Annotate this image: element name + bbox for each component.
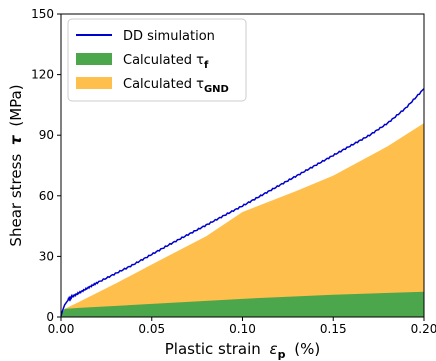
area-series-1	[61, 291, 424, 317]
y-axis-label-unit: (MPa)	[7, 84, 25, 126]
legend-item-tau-gnd: Calculated τGND	[76, 77, 229, 95]
legend-label-tau-gnd-subscript: GND	[204, 84, 229, 95]
y-axis-label: Shear stress τ (MPa)	[7, 84, 25, 246]
legend-item-tau-f: Calculated τf	[76, 53, 209, 71]
x-tick-label: 0.15	[320, 322, 347, 336]
area-series-2	[61, 123, 424, 317]
x-tick-label: 0.10	[229, 322, 256, 336]
x-tick-label: 0.20	[411, 322, 436, 336]
y-tick-label: 60	[39, 189, 54, 203]
x-axis-label-unit: (%)	[294, 340, 320, 358]
legend-label-tau-gnd-text: Calculated τ	[123, 77, 204, 92]
y-tick-label: 0	[46, 310, 54, 324]
legend-label-tau-f: Calculated τf	[123, 53, 209, 71]
x-tick-label: 0.00	[48, 322, 75, 336]
y-tick-label: 120	[31, 68, 54, 82]
chart-areas	[61, 123, 424, 317]
legend-swatch-tau-gnd	[76, 77, 112, 89]
x-axis-label: Plastic strain εp (%)	[165, 340, 321, 361]
legend-box	[67, 18, 247, 102]
legend-label-tau-f-subscript: f	[204, 60, 209, 71]
legend-swatch-tau-f	[76, 53, 112, 65]
y-axis-label-text: Shear stress	[7, 154, 25, 247]
chart-lines	[60, 88, 425, 317]
y-axis-ticks: 0 30 60 90 120 150	[31, 7, 61, 324]
legend-label-tau-f-text: Calculated τ	[123, 53, 204, 68]
legend-label-dd-simulation: DD simulation	[123, 29, 215, 44]
y-tick-label: 30	[39, 249, 54, 263]
x-axis-label-text: Plastic strain	[165, 340, 261, 358]
line-series-dd-simulation	[60, 88, 425, 317]
legend-item-dd-simulation: DD simulation	[76, 29, 215, 44]
x-tick-label: 0.05	[138, 322, 165, 336]
legend: DD simulation Calculated τf Calculated τ…	[67, 18, 247, 102]
y-tick-label: 90	[39, 128, 54, 142]
x-axis-ticks: 0.00 0.05 0.10 0.15 0.20	[48, 317, 436, 336]
legend-label-tau-gnd: Calculated τGND	[123, 77, 229, 95]
x-axis-label-symbol: ε	[270, 340, 278, 358]
x-axis-label-subscript: p	[278, 348, 286, 361]
y-axis-label-symbol: τ	[7, 135, 25, 145]
y-tick-label: 150	[31, 7, 54, 21]
